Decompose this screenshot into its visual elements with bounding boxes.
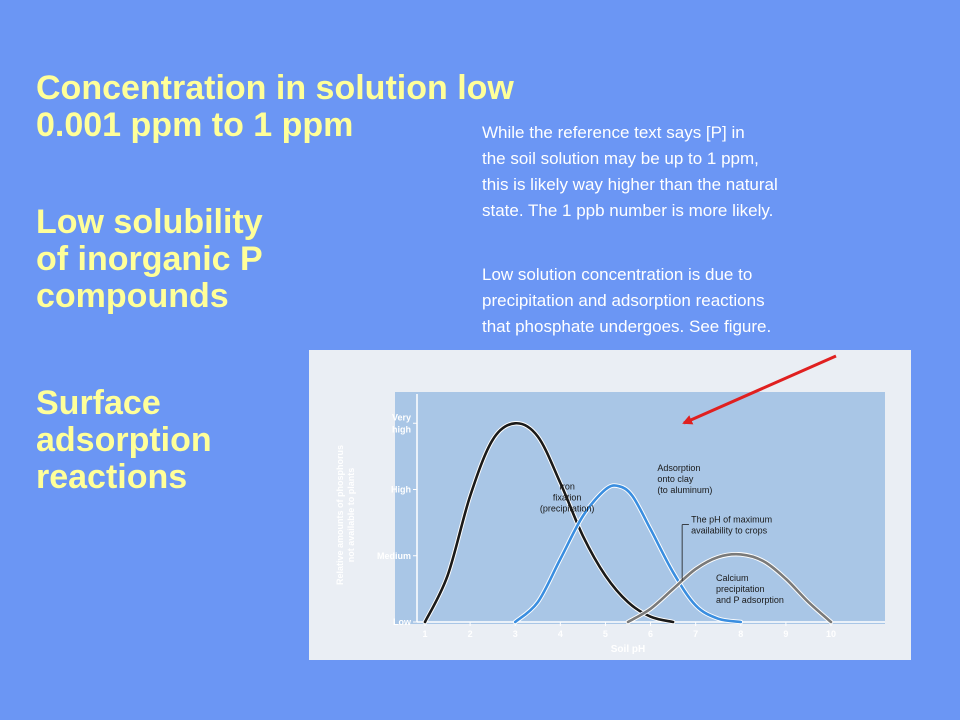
clay-adsorption-curve [513,484,743,624]
x-tick-label: 4 [558,629,563,639]
x-tick-label: 3 [513,629,518,639]
y-tick-label-word: Medium [377,551,411,561]
heading-solubility: Low solubility of inorganic P compounds [36,204,263,315]
heading-line: Concentration in solution low [36,69,514,107]
y-axis-label: Relative amounts of phosphorusnot availa… [335,445,356,585]
note-line: this is likely way higher than the natur… [482,175,778,194]
phosphorus-ph-figure: 1 2 3 4 5 6 7 8 9 10 Low Medium High Very high Soil pH R… [309,350,911,660]
iron-fixation-curve [423,421,675,624]
calcium-precipitation-label: Calcium precipitation and P adsorption [716,573,784,605]
heading-line: Low solubility [36,203,263,241]
calcium-precipitation-label-line: and P adsorption [716,595,784,605]
heading-line: compounds [36,277,229,315]
max-availability-label-line: availability to crops [691,526,768,536]
x-tick-label: 6 [648,629,653,639]
heading-adsorption: Surface adsorption reactions [36,385,212,496]
x-tick-label: 7 [693,629,698,639]
max-availability-label: The pH of maximum availability to crops [691,515,772,536]
clay-adsorption-label-line: (to aluminum) [657,485,712,495]
y-tick-label: Very high [392,412,411,434]
iron-fixation-label: Iron fixation (precipitation) [540,482,595,514]
max-availability-label-line: The pH of maximum [691,515,772,525]
curves [422,421,834,625]
note-precipitation: Low solution concentration is due to pre… [482,262,771,340]
note-line: precipitation and adsorption reactions [482,291,765,310]
note-line: the soil solution may be up to 1 ppm, [482,149,759,168]
y-axis-label-line: not available to plants [346,468,356,563]
heading-line: 0.001 ppm to 1 ppm [36,106,354,144]
calcium-precipitation-label-line: Calcium [716,573,749,583]
x-tick-label: 5 [603,629,608,639]
note-reference: While the reference text says [P] in the… [482,120,778,224]
clay-adsorption-label-line: Adsorption [657,463,700,473]
y-tick-label: High [391,485,411,495]
clay-adsorption-label: Adsorption onto clay (to aluminum) [657,463,712,495]
x-tick-label: 8 [738,629,743,639]
y-tick-label-word: High [391,485,411,495]
x-tick-label: 2 [468,629,473,639]
y-tick-label-word: high [392,424,411,434]
x-tick-label: 10 [826,629,836,639]
x-axis-label: Soil pH [611,644,645,655]
heading-line: reactions [36,458,188,496]
y-tick-label: Low [393,617,412,627]
calcium-precipitation-curve [626,552,833,624]
curve-labels: Iron fixation (precipitation) Adsorption ont… [540,463,784,605]
calcium-precipitation-label-line: precipitation [716,584,765,594]
y-tick-label: Medium [377,551,411,561]
heading-line: adsorption [36,421,212,459]
y-axis-label-line: Relative amounts of phosphorus [335,445,345,585]
iron-fixation-label-line: (precipitation) [540,504,595,514]
heading-line: of inorganic P [36,240,263,278]
x-tick-label: 1 [422,629,427,639]
iron-fixation-label-line: fixation [553,493,582,503]
clay-adsorption-label-line: onto clay [657,474,694,484]
y-tick-label-word: Very [392,412,411,422]
y-tick-label-word: Low [393,617,412,627]
heading-line: Surface [36,384,161,422]
note-line: that phosphate undergoes. See figure. [482,317,772,336]
note-line: state. The 1 ppb number is more likely. [482,201,774,220]
heading-concentration: Concentration in solution low 0.001 ppm … [36,70,514,144]
x-tick-label: 9 [783,629,788,639]
note-line: While the reference text says [P] in [482,123,745,142]
axes: 1 2 3 4 5 6 7 8 9 10 Low Medium High Very high Soil pH R… [335,394,885,655]
note-line: Low solution concentration is due to [482,265,753,284]
iron-fixation-label-line: Iron [559,482,575,492]
